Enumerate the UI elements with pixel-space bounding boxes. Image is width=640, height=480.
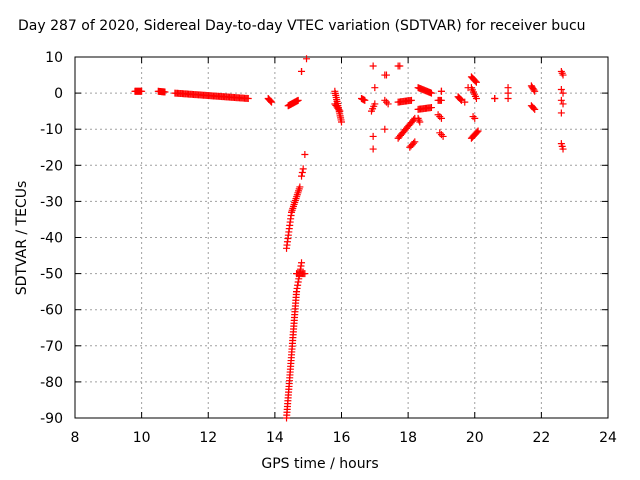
data-point [301,270,309,278]
data-point [299,165,307,173]
data-point [266,96,274,104]
x-tick-label: 18 [399,430,417,446]
data-point [427,104,435,112]
y-tick-label: 10 [45,50,63,66]
data-point [298,172,306,180]
data-point [456,95,464,103]
data-point [396,62,404,70]
data-point [557,96,565,104]
y-tick-label: -30 [40,194,63,210]
data-point [491,95,499,103]
data-point [382,98,390,106]
data-point [407,96,415,104]
data-point [472,78,480,86]
data-point [268,98,276,106]
data-point [559,100,567,108]
data-point [369,145,377,153]
data-point [298,67,306,75]
data-point [369,62,377,70]
tick-labels: 8 10 12 14 16 18 20 22 24 10 0 -10 -20 -30 -40 -50 -60 -7… [40,50,617,446]
data-point [161,88,169,96]
data-point [530,86,538,94]
data-point [472,95,480,103]
data-point [437,114,445,122]
y-tick-label: -10 [40,122,63,138]
data-point [530,104,538,112]
data-point [436,129,444,137]
data-point [369,132,377,140]
y-axis-label: SDTVAR / TECUs [14,180,30,296]
y-tick-label: -90 [40,411,63,427]
data-point [296,183,304,191]
x-tick-label: 10 [133,430,151,446]
data-point [382,71,390,79]
x-tick-label: 16 [333,430,351,446]
x-axis-label: GPS time / hours [261,456,379,472]
chart-title: Day 287 of 2020, Sidereal Day-to-day VTE… [18,18,586,34]
data-point [436,113,444,121]
data-point [557,109,565,117]
x-tick-label: 22 [532,430,550,446]
data-point [473,128,481,136]
data-point [437,96,445,104]
data-point [298,169,306,177]
data-point [371,100,379,108]
data-points [131,55,567,422]
data-point [416,118,424,126]
data-point [335,106,343,114]
y-tick-label: -20 [40,158,63,174]
data-point [434,111,442,119]
data-point [461,98,469,106]
x-tick-label: 14 [266,430,284,446]
data-point [303,55,311,63]
data-point [559,89,567,97]
data-point [531,87,539,95]
data-point [301,150,309,158]
data-point [531,105,539,113]
y-tick-label: -70 [40,339,63,355]
x-tick-label: 20 [466,430,484,446]
data-point [437,131,445,139]
data-point [427,89,435,97]
data-point [559,71,567,79]
data-point [384,100,392,108]
data-point [138,87,146,95]
data-point [471,77,479,85]
data-point [371,84,379,92]
y-tick-label: 0 [54,86,63,102]
data-point [361,96,369,104]
data-point [411,138,419,146]
data-point [381,96,389,104]
axis-ticks [74,56,609,419]
y-tick-label: -40 [40,231,63,247]
data-point [410,139,418,147]
data-point [558,69,566,77]
data-point [474,127,482,135]
x-tick-label: 12 [199,430,217,446]
y-tick-label: -80 [40,375,63,391]
data-point [439,132,447,140]
x-tick-label: 24 [599,430,617,446]
data-point [557,67,565,75]
data-point [298,259,306,267]
data-point [415,116,423,124]
data-point [244,95,252,103]
data-point [557,85,565,93]
data-point [267,97,275,105]
data-point [504,95,512,103]
x-tick-label: 8 [71,430,80,446]
data-point [336,107,344,115]
data-point [559,145,567,153]
data-point [294,96,302,104]
data-point [469,113,477,121]
data-point [338,118,345,126]
data-point [471,114,479,122]
y-tick-label: -60 [40,303,63,319]
data-point [381,125,389,133]
data-point [457,95,465,103]
data-point [437,87,445,95]
y-tick-label: -50 [40,267,63,283]
